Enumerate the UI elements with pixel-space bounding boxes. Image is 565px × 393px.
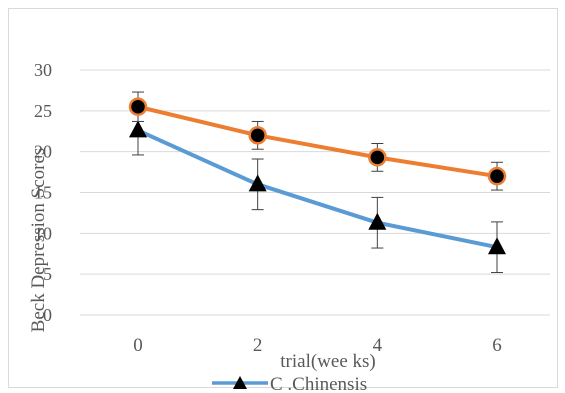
point-triangle-3 <box>488 237 506 255</box>
legend: C .Chinensis <box>212 374 367 393</box>
series-line-triangle <box>137 128 498 250</box>
point-circle-3 <box>487 166 507 186</box>
x-tick-label-0: 0 <box>133 335 143 356</box>
x-tick-labels: 0 2 4 6 <box>133 335 502 356</box>
point-circle-0 <box>128 97 148 116</box>
y-tick-label-25: 25 <box>34 101 52 121</box>
y-tick-label-5: 5 <box>43 264 52 284</box>
x-tick-label-6: 6 <box>492 335 502 356</box>
series-line-circle <box>137 104 498 179</box>
x-tick-label-4: 4 <box>373 335 383 356</box>
gridlines <box>80 69 550 316</box>
series-group <box>128 91 507 274</box>
x-tick-label-2: 2 <box>253 335 263 356</box>
point-triangle-0 <box>129 120 147 138</box>
series-circle <box>128 91 507 191</box>
legend-triangle-marker <box>233 376 247 389</box>
y-tick-label-30: 30 <box>34 60 52 80</box>
point-circle-2 <box>368 148 387 167</box>
y-tick-label-20: 20 <box>34 142 52 162</box>
chart-frame <box>8 8 558 388</box>
y-tick-label-10: 10 <box>34 223 52 243</box>
y-tick-label-15: 15 <box>34 183 52 203</box>
legend-label-c-chinensis: C .Chinensis <box>270 374 367 393</box>
point-triangle-1 <box>248 174 267 192</box>
y-tick-labels: 0 5 10 15 20 25 30 <box>34 60 52 325</box>
point-triangle-2 <box>368 212 387 230</box>
point-circle-1 <box>248 126 267 145</box>
y-axis-label: Beck Depression Scores <box>28 148 49 333</box>
y-tick-label-0: 0 <box>43 305 52 325</box>
x-axis-label: trial(wee ks) <box>280 351 375 372</box>
series-triangle <box>129 105 506 274</box>
